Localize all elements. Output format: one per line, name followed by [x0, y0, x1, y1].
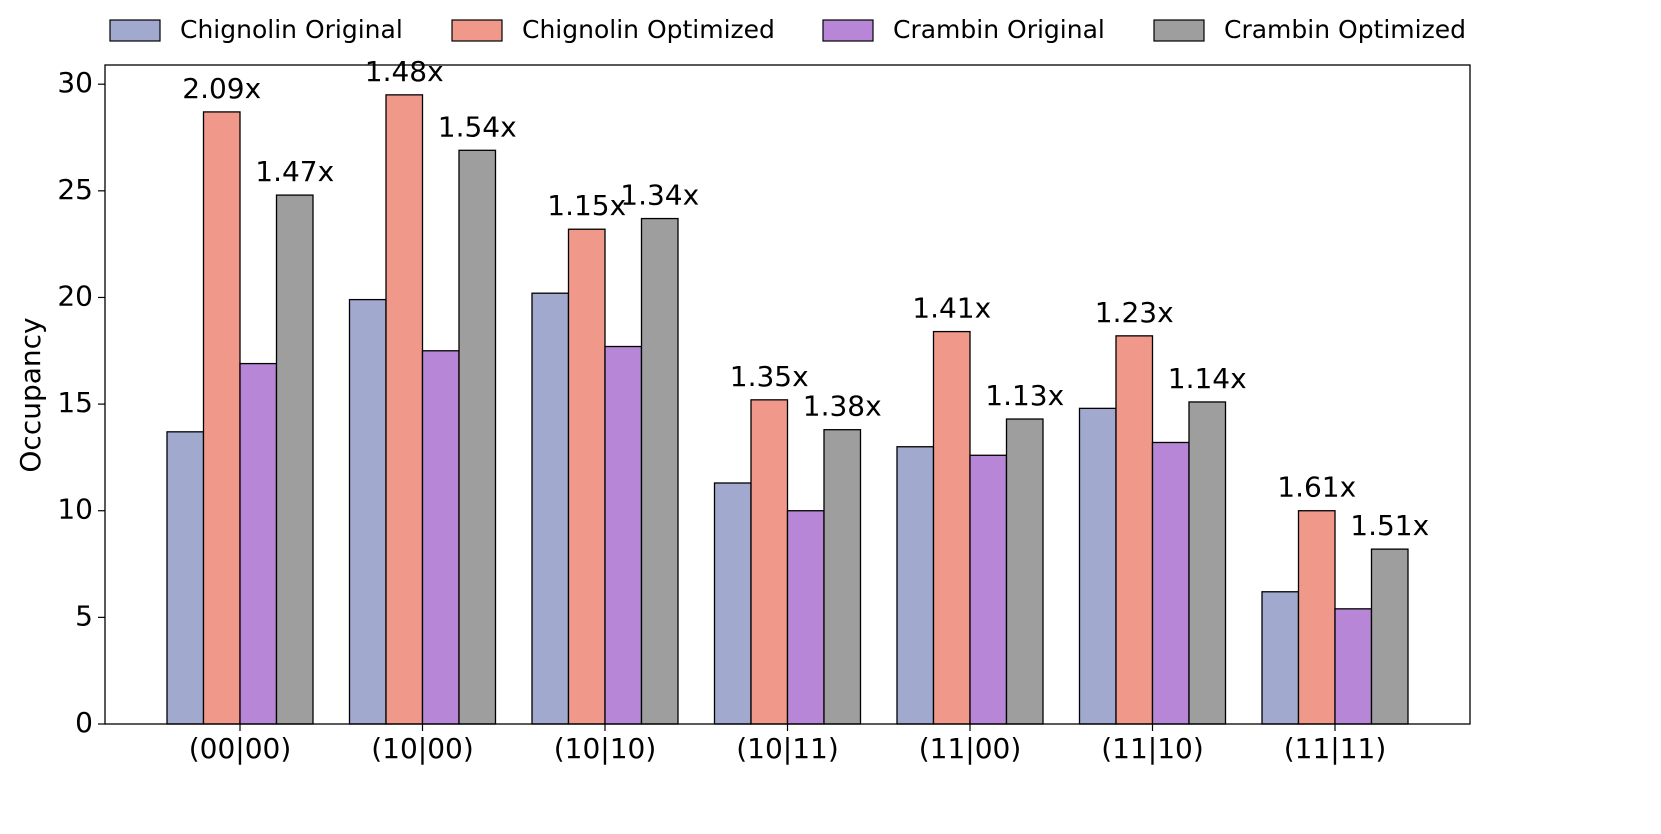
legend-swatch: [1153, 19, 1205, 42]
bar: [1188, 401, 1227, 725]
speedup-label: 1.38x: [803, 390, 882, 423]
y-tick-label: 20: [57, 279, 93, 312]
legend-label: Chignolin Original: [180, 15, 403, 44]
speedup-label: 1.48x: [365, 55, 444, 88]
speedup-label: 1.41x: [912, 292, 991, 325]
speedup-label: 1.51x: [1350, 509, 1429, 542]
speedup-label: 1.47x: [255, 155, 334, 188]
speedup-label: 1.15x: [547, 189, 626, 222]
y-tick-label: 15: [57, 386, 93, 419]
bar: [823, 429, 862, 725]
bar: [166, 431, 205, 725]
bar: [640, 217, 679, 725]
speedup-label: 1.61x: [1277, 471, 1356, 504]
bar: [713, 482, 752, 725]
bar: [896, 446, 935, 725]
speedup-label: 1.14x: [1168, 362, 1247, 395]
bar: [421, 350, 460, 725]
legend-swatch: [109, 19, 161, 42]
y-tick-label: 0: [75, 706, 93, 739]
bar: [604, 345, 643, 725]
bar: [385, 94, 424, 725]
bar: [567, 228, 606, 725]
legend-label: Crambin Original: [893, 15, 1105, 44]
bar: [1005, 418, 1044, 725]
speedup-label: 1.54x: [438, 110, 517, 143]
bar: [239, 362, 278, 725]
bar: [531, 292, 570, 725]
y-tick-label: 10: [57, 493, 93, 526]
x-tick-label: (11|00): [919, 732, 1022, 765]
x-tick-label: (00|00): [189, 732, 292, 765]
speedup-label: 2.09x: [182, 72, 261, 105]
speedup-label: 1.35x: [730, 360, 809, 393]
bar: [1334, 608, 1373, 725]
speedup-label: 1.13x: [985, 379, 1064, 412]
y-tick-label: 30: [57, 66, 93, 99]
bar: [202, 111, 241, 725]
bar: [1261, 591, 1300, 725]
y-tick-label: 25: [57, 173, 93, 206]
x-tick-label: (11|11): [1284, 732, 1387, 765]
legend-swatch: [822, 19, 874, 42]
bar: [348, 298, 387, 725]
legend-label: Crambin Optimized: [1224, 15, 1466, 44]
y-tick-label: 5: [75, 599, 93, 632]
bar: [1370, 548, 1409, 725]
speedup-label: 1.34x: [620, 179, 699, 212]
bar: [932, 330, 971, 725]
x-tick-label: (10|00): [371, 732, 474, 765]
x-tick-label: (11|10): [1101, 732, 1204, 765]
y-axis-label: Occupancy: [14, 317, 47, 472]
bar: [275, 194, 314, 725]
bar: [458, 149, 497, 725]
x-tick-label: (10|11): [736, 732, 839, 765]
legend-label: Chignolin Optimized: [522, 15, 775, 44]
bar: [750, 399, 789, 725]
bar: [1115, 335, 1154, 725]
bar: [1297, 510, 1336, 725]
bar: [1078, 407, 1117, 725]
bar: [1151, 441, 1190, 725]
bar: [969, 454, 1008, 725]
speedup-label: 1.23x: [1095, 296, 1174, 329]
legend-swatch: [451, 19, 503, 42]
x-tick-label: (10|10): [554, 732, 657, 765]
bar: [786, 510, 825, 725]
